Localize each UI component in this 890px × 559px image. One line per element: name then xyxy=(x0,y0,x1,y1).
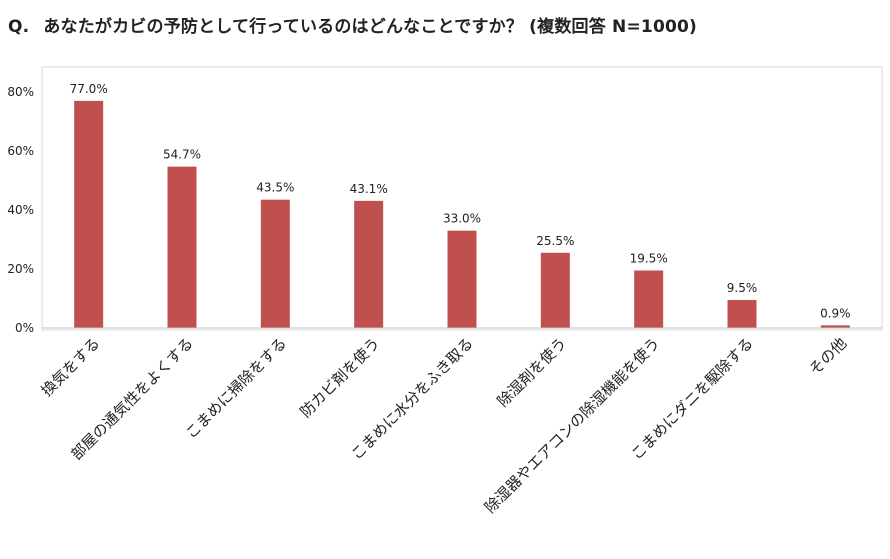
x-tick-label: こまめに掃除をする xyxy=(182,334,290,442)
bar xyxy=(74,100,104,328)
bar xyxy=(634,270,664,328)
y-tick-label: 80% xyxy=(7,85,34,99)
plot-border xyxy=(41,66,883,331)
y-tick-label: 0% xyxy=(15,321,34,335)
data-label: 54.7% xyxy=(163,148,201,162)
data-label: 0.9% xyxy=(820,306,851,320)
x-tick-label: 除湿器やエアコンの除湿機能を使う xyxy=(481,334,663,516)
data-label: 77.0% xyxy=(70,82,108,96)
question-text: あなたがカビの予防として行っているのはどんなことですか？ (複数回答 N=100… xyxy=(43,17,698,37)
x-tick-label: 換気をする xyxy=(38,334,104,400)
bar xyxy=(167,166,197,328)
question-marker: Q. xyxy=(8,17,30,37)
x-tick-label: 防カビ剤を使う xyxy=(297,334,384,421)
bar xyxy=(727,299,757,328)
data-labels: 77.0% 54.7% 43.5% 43.1% 33.0% 25.5% 19.5% 9.5% 0… xyxy=(70,82,851,320)
y-tick-label: 60% xyxy=(7,144,34,158)
bar xyxy=(447,230,477,328)
data-label: 33.0% xyxy=(443,212,481,226)
y-tick-label: 20% xyxy=(7,262,34,276)
chart-title: Q. あなたがカビの予防として行っているのはどんなことですか？ (複数回答 N=1… xyxy=(8,12,697,37)
y-axis: 0% 20% 40% 60% 80% xyxy=(7,85,34,335)
data-label: 43.1% xyxy=(350,182,388,196)
y-tick-label: 40% xyxy=(7,203,34,217)
data-label: 25.5% xyxy=(536,234,574,248)
bar xyxy=(540,252,570,328)
data-label: 9.5% xyxy=(727,281,758,295)
bar xyxy=(820,325,850,328)
x-tick-label: その他 xyxy=(806,334,851,379)
bars xyxy=(74,100,850,328)
x-tick-label: 除湿剤を使う xyxy=(494,334,570,410)
bar xyxy=(354,200,384,328)
data-label: 19.5% xyxy=(630,251,668,265)
bar xyxy=(260,199,290,328)
data-label: 43.5% xyxy=(256,181,294,195)
